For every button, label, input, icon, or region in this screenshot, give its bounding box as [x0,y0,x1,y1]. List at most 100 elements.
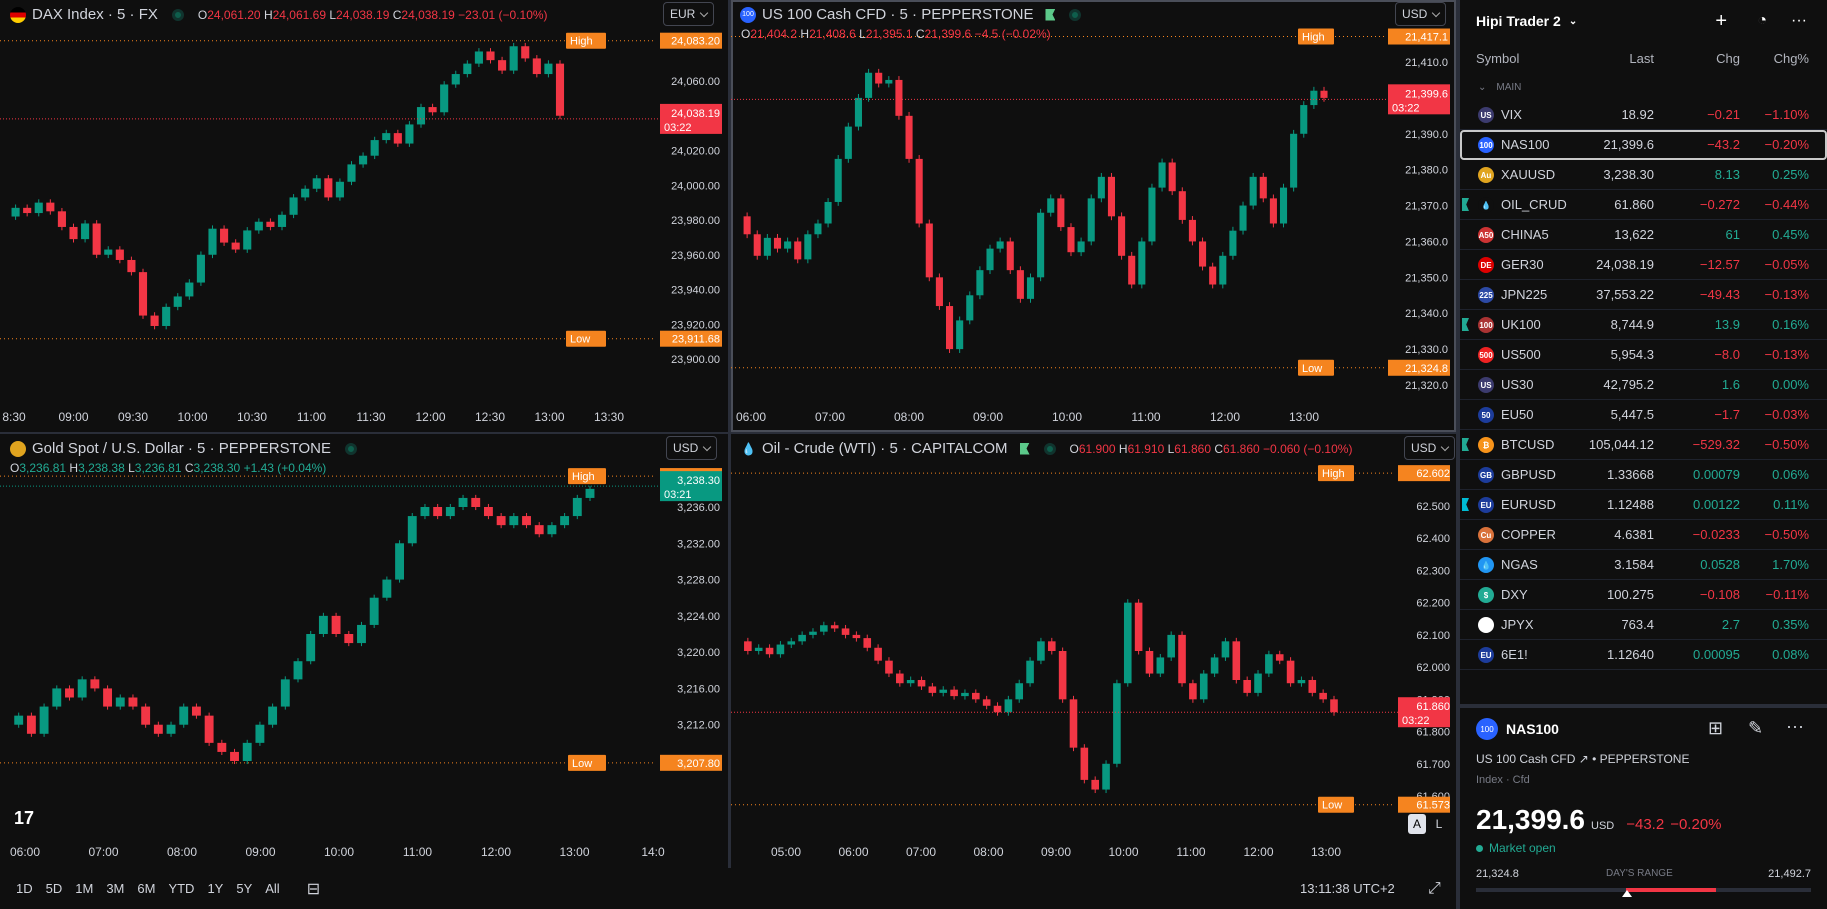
candle-body [544,63,553,75]
auto-scale-button[interactable]: A [1408,814,1426,834]
row-chg: −529.32 [1692,437,1740,452]
watchlist-row[interactable]: $ DXY 100.275 −0.108 −0.11% [1460,580,1827,610]
flag-marker-icon[interactable] [1462,498,1469,511]
range-button-1m[interactable]: 1M [75,881,94,896]
candle-body [1047,198,1055,213]
chart-pane-dax[interactable]: 24,060.0024,040.0024,020.0024,000.0023,9… [0,0,728,432]
candle-body [1087,198,1095,242]
watchlist-row[interactable]: EU EURUSD 1.12488 0.00122 0.11% [1460,490,1827,520]
advanced-view-icon[interactable]: ◔ [1757,12,1767,29]
edit-icon[interactable]: ✎ [1748,718,1764,738]
row-last: 24,038.19 [1596,257,1654,272]
tradingview-logo-icon[interactable]: 17 [14,808,35,828]
watchlist-row[interactable]: 💧 OIL_CRUD 61.860 −0.272 −0.44% [1460,190,1827,220]
watchlist-row[interactable]: Cu COPPER 4.6381 −0.0233 −0.50% [1460,520,1827,550]
watchlist-row[interactable]: 225 JPN225 37,553.22 −49.43 −0.13% [1460,280,1827,310]
detail-pct: −0.20% [1670,816,1722,833]
candle-body [986,248,994,271]
flag-marker-icon[interactable] [1462,318,1469,331]
watchlist-row[interactable]: ₿ BTCUSD 105,044.12 −529.32 −0.50% [1460,430,1827,460]
watchlist-row[interactable]: US US30 42,795.2 1.6 0.00% [1460,370,1827,400]
flag-marker-icon[interactable] [1462,438,1469,451]
watchlist-row[interactable]: Au XAUUSD 3,238.30 8.13 0.25% [1460,160,1827,190]
watchlist-row[interactable]: ● JPYX 763.4 2.7 0.35% [1460,610,1827,640]
watchlist-row[interactable]: 500 US500 5,954.3 −8.0 −0.13% [1460,340,1827,370]
watchlist-row[interactable]: GB GBPUSD 1.33668 0.00079 0.06% [1460,460,1827,490]
chart-pane-gold[interactable]: 3,236.00 3,232.00 3,228.00 3,224.00 3,220.00… [0,434,728,868]
high-label-text: High [570,36,593,48]
chart-pane-nas100[interactable]: 21,410.021,400.021,390.021,380.021,370.0… [731,0,1456,432]
currency-select[interactable]: USD [1404,436,1456,460]
candle-body [1286,660,1295,684]
watchlist-row[interactable]: EU 6E1! 1.12640 0.00095 0.08% [1460,640,1827,670]
currency-select[interactable]: USD [1395,2,1447,26]
range-button-6m[interactable]: 6M [137,881,156,896]
candle-body [1058,651,1067,700]
log-scale-button[interactable]: L [1435,817,1443,831]
candle-body [830,625,839,629]
candle-body [1102,763,1110,790]
dax-plot[interactable]: 24,060.0024,040.0024,020.0024,000.0023,9… [0,0,728,432]
symbol-icon: US [1478,377,1494,393]
candle-body [65,688,74,698]
range-button-1d[interactable]: 1D [16,881,33,896]
watchlist-row[interactable]: 50 EU50 5,447.5 −1.7 −0.03% [1460,400,1827,430]
row-last: 105,044.12 [1588,437,1654,452]
high-value-tag [1398,465,1450,482]
date-range-icon[interactable]: ⊟ [306,880,321,898]
x-tick-label: 10:00 [177,410,207,424]
watchlist-row[interactable]: 100 UK100 8,744.9 13.9 0.16% [1460,310,1827,340]
chevron-down-icon[interactable]: ⌄ [1568,15,1578,27]
watchlist-header[interactable]: Hipi Trader 2 ⌄ + ◔ ··· [1460,0,1827,42]
watchlist-row[interactable]: DE GER30 24,038.19 −12.57 −0.05% [1460,250,1827,280]
candle-body [90,679,100,689]
row-last: 1.12640 [1607,647,1654,662]
watchlist-row[interactable]: A50 CHINA5 13,622 61 0.45% [1460,220,1827,250]
low-label: Low 3,207.80 [568,754,722,771]
candle-body [416,107,426,125]
candle-body [1330,699,1338,713]
row-chg: 61 [1725,227,1740,242]
watchlist-name[interactable]: Hipi Trader 2 [1476,13,1561,29]
fullscreen-icon[interactable]: ⤢ [1428,879,1441,897]
nas-plot[interactable]: 21,410.021,400.021,390.021,380.021,370.0… [731,0,1456,432]
col-last[interactable]: Last [1629,50,1654,66]
currency-select[interactable]: USD [666,436,718,460]
candle-body [1037,641,1045,661]
more-icon[interactable]: ··· [1786,716,1804,736]
candle-body [293,661,303,680]
low-label-text: Low [1322,800,1342,812]
candle-body [1091,779,1099,790]
col-symbol[interactable]: Symbol [1476,50,1520,66]
x-tick-label: 08:00 [973,845,1003,859]
col-chg[interactable]: Chg [1716,50,1740,66]
x-tick-label: 05:00 [771,845,801,859]
range-pointer-icon [1621,890,1632,897]
range-button-5y[interactable]: 5Y [236,881,253,896]
row-pct: −0.20% [1764,137,1809,152]
xau-plot[interactable]: 3,236.00 3,232.00 3,228.00 3,224.00 3,220.00… [0,434,728,868]
range-button-all[interactable]: All [265,881,280,896]
add-symbol-icon[interactable]: + [1715,9,1727,32]
range-button-1y[interactable]: 1Y [207,881,224,896]
oil-plot[interactable]: 62.50062.40062.30062.20062.10062.00061.9… [731,434,1456,868]
watchlist-row[interactable]: 💧 NGAS 3.1584 0.0528 1.70% [1460,550,1827,580]
section-main[interactable]: ⌄ MAIN [1478,81,1522,93]
range-button-5d[interactable]: 5D [45,881,63,896]
more-icon[interactable]: ··· [1791,12,1807,29]
detail-symbol[interactable]: NAS100 [1506,721,1559,737]
candle-body [92,223,101,255]
grid-icon[interactable]: ⊞ [1708,718,1724,738]
y-tick-label: 23,960.00 [671,250,720,262]
row-symbol: CHINA5 [1501,227,1549,242]
watchlist-row[interactable]: 100 NAS100 21,399.6 −43.2 −0.20% [1460,130,1827,160]
col-pct[interactable]: Chg% [1773,50,1809,66]
chart-pane-oil[interactable]: 62.50062.40062.30062.20062.10062.00061.9… [731,434,1456,868]
range-button-ytd[interactable]: YTD [168,881,195,896]
currency-select[interactable]: EUR [663,2,715,26]
flag-marker-icon[interactable] [1462,198,1469,211]
watchlist-row[interactable]: US VIX 18.92 −0.21 −1.10% [1460,100,1827,130]
detail-name[interactable]: US 100 Cash CFD [1476,752,1576,766]
candle-body [128,697,138,707]
range-button-3m[interactable]: 3M [106,881,125,896]
